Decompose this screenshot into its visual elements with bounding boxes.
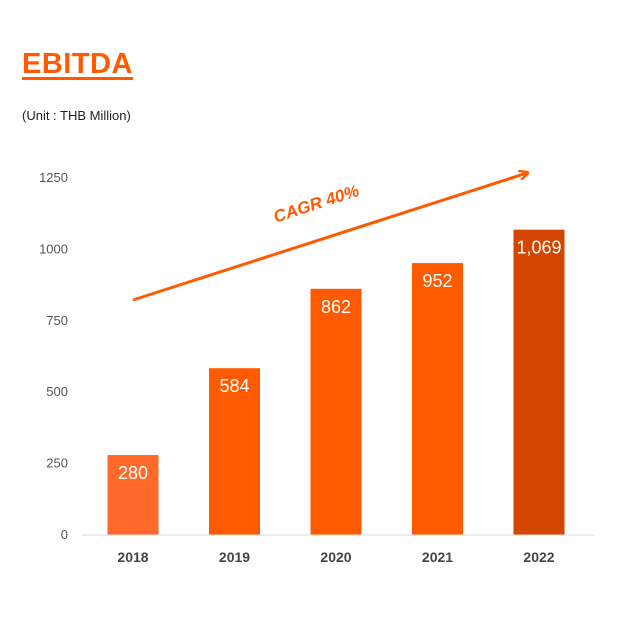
y-axis-ticks: 0 250 500 750 1000 1250 — [39, 170, 68, 542]
bar-2018 — [107, 455, 159, 535]
y-tick-label: 1250 — [39, 170, 68, 185]
data-label-2018: 280 — [118, 463, 148, 483]
bar-2021 — [412, 263, 463, 535]
bar-2020 — [310, 288, 362, 535]
y-tick-label: 750 — [46, 313, 68, 328]
bar-2019 — [209, 368, 260, 535]
x-tick-label-2019: 2019 — [219, 549, 250, 565]
data-label-2019: 584 — [219, 376, 249, 396]
x-tick-label-2021: 2021 — [422, 549, 453, 565]
y-tick-label: 0 — [61, 527, 68, 542]
x-tick-label-2018: 2018 — [117, 549, 148, 565]
x-tick-label-2020: 2020 — [320, 549, 351, 565]
data-label-2022: 1,069 — [516, 238, 561, 258]
y-tick-label: 1000 — [39, 241, 68, 256]
bars-group: 280 584 862 952 1,069 — [107, 229, 565, 535]
cagr-arrow — [132, 173, 527, 302]
data-label-2021: 952 — [422, 271, 452, 291]
chart-title: EBITDA — [22, 48, 133, 80]
cagr-annotation: CAGR 40% — [271, 181, 361, 227]
unit-label: (Unit : THB Million) — [22, 108, 131, 123]
y-tick-label: 500 — [46, 384, 68, 399]
data-label-2020: 862 — [321, 297, 351, 317]
x-tick-label-2022: 2022 — [523, 549, 554, 565]
x-axis-ticks: 2018 2019 2020 2021 2022 — [117, 549, 554, 565]
bar-2022 — [513, 229, 565, 535]
y-tick-label: 250 — [46, 456, 68, 471]
